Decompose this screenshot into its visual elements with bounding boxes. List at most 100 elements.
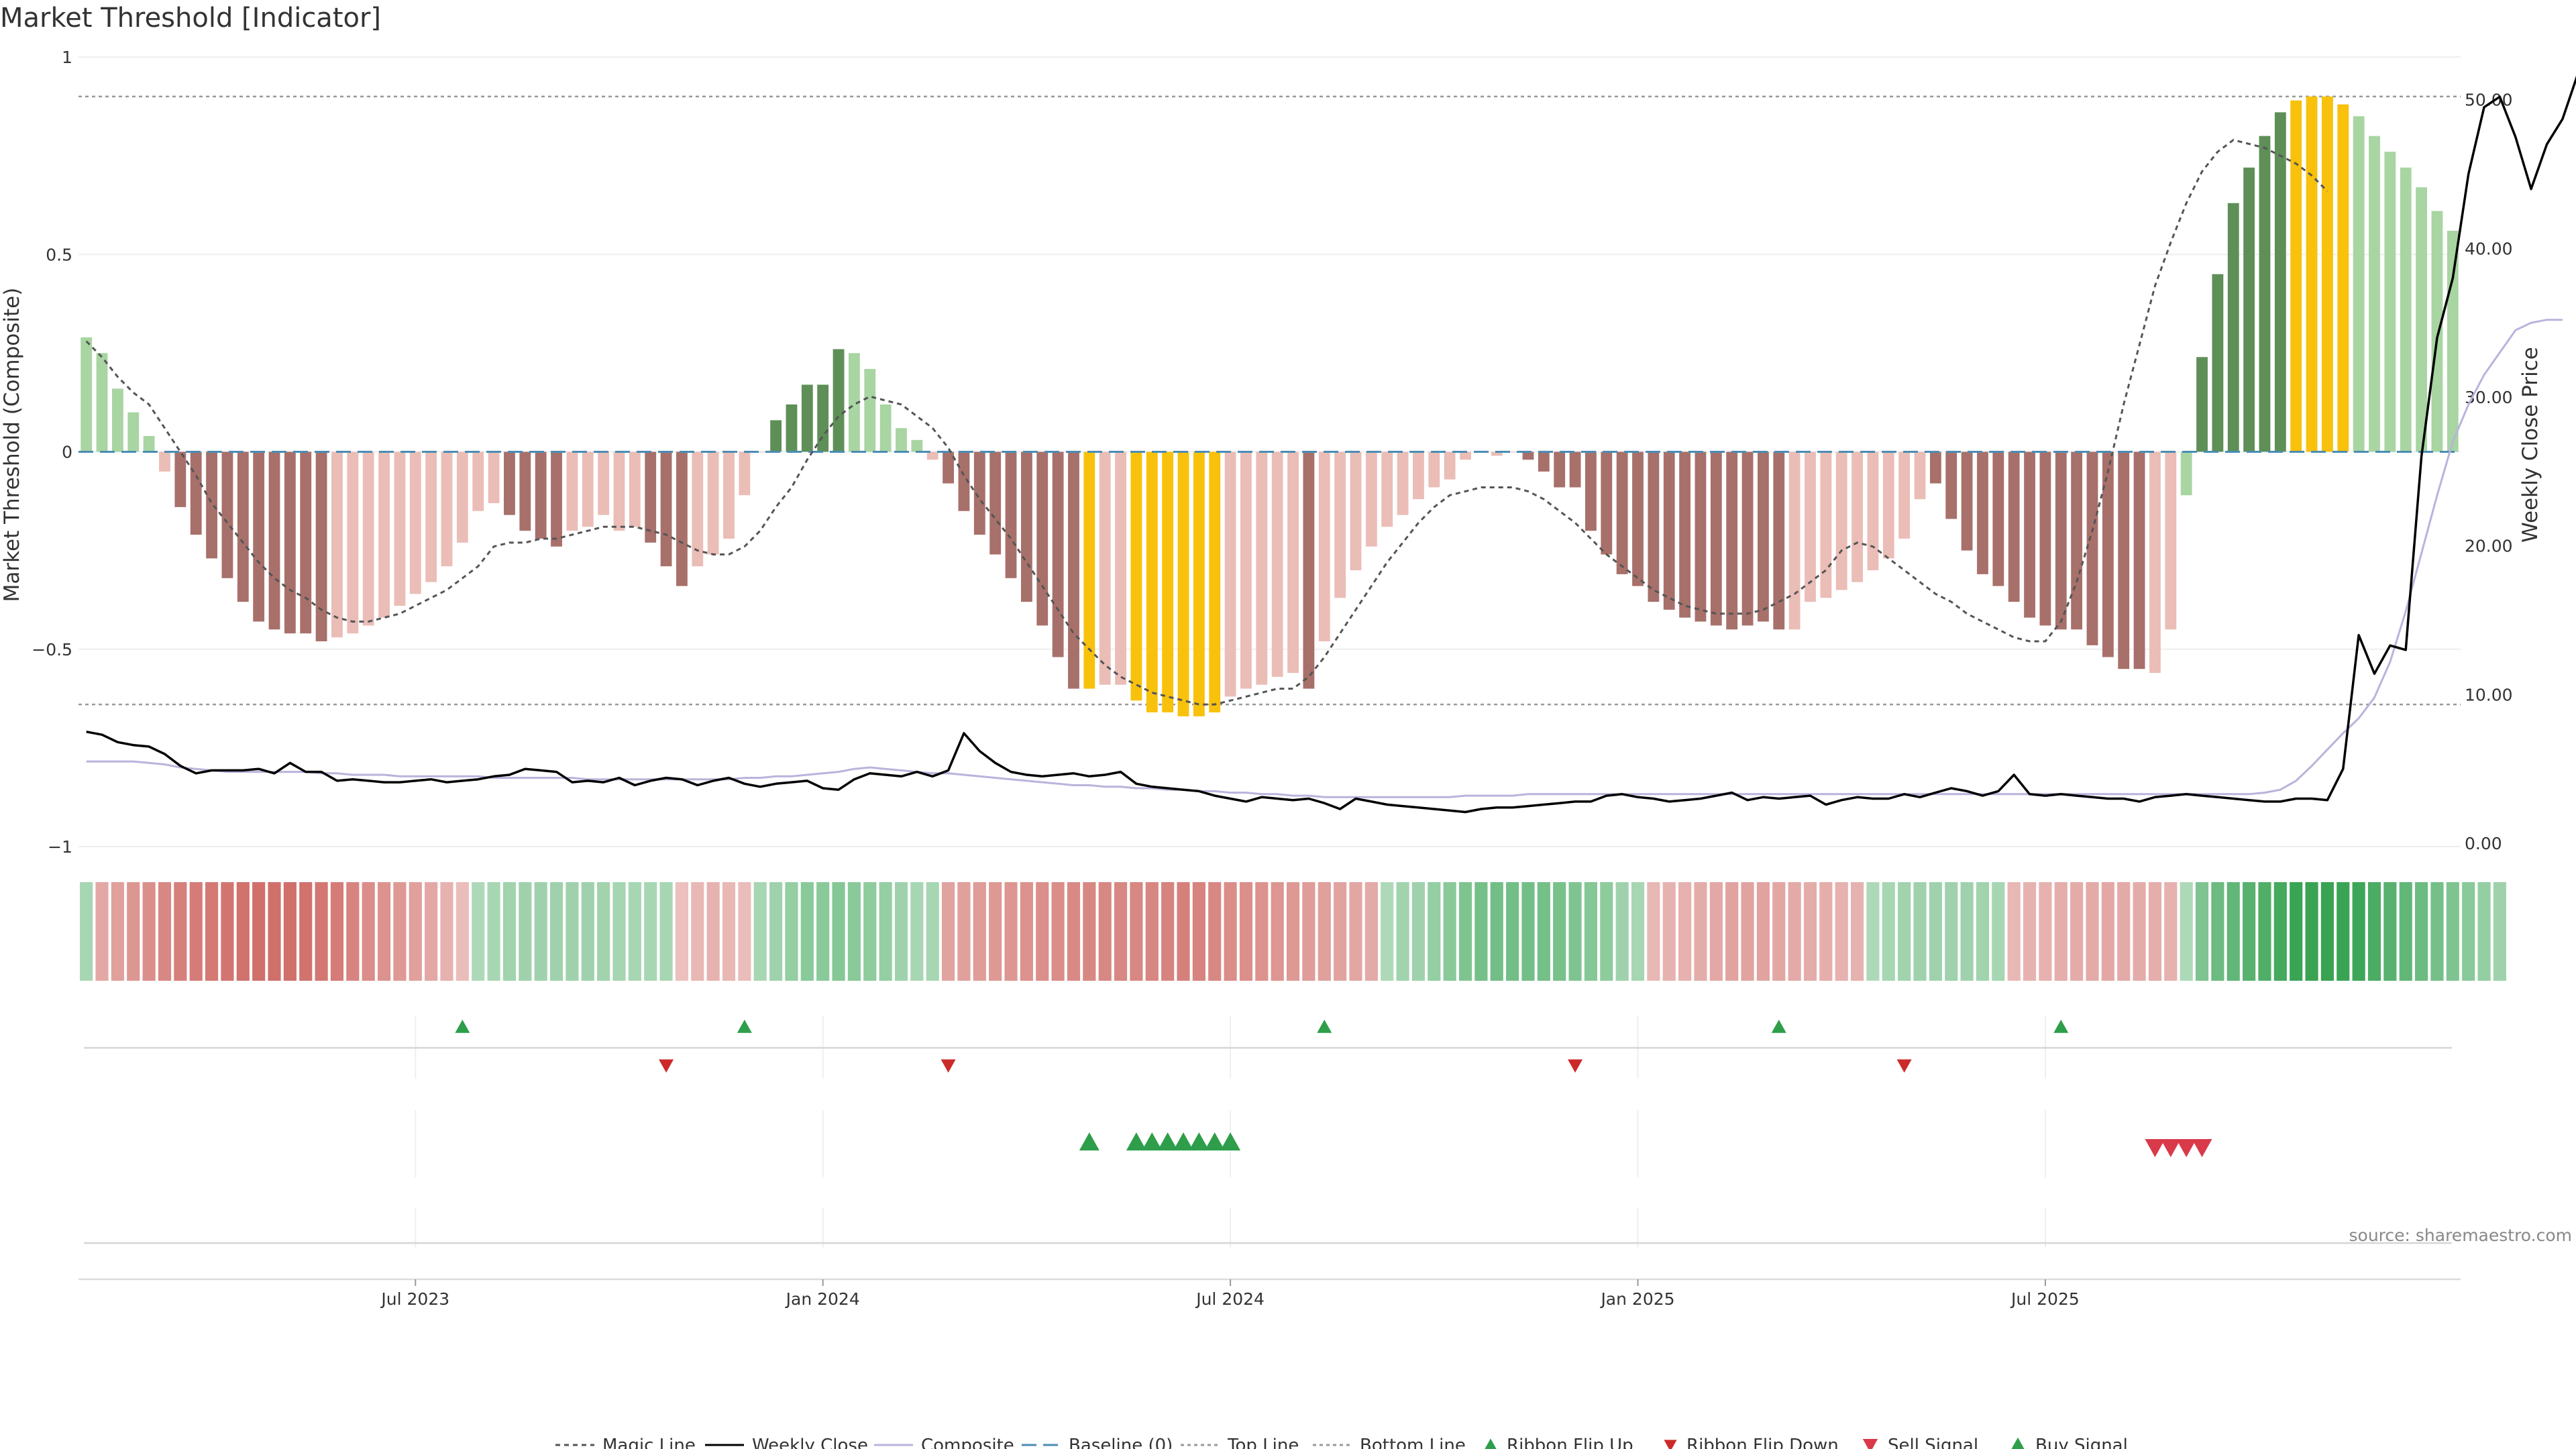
composite-bar <box>1741 451 1754 626</box>
composite-bar <box>1977 451 1988 574</box>
ribbon-cell <box>189 882 203 981</box>
composite-bar <box>504 451 515 515</box>
composite-bar <box>582 451 594 527</box>
legend-label: Weekly Close <box>752 1436 868 1449</box>
composite-bar <box>754 451 766 453</box>
ribbon-cell <box>502 882 517 981</box>
ribbon-cell <box>2164 882 2178 981</box>
composite-bar <box>598 451 610 515</box>
y-tick-label: −1 <box>48 837 72 857</box>
ribbon-cell <box>1709 882 1723 981</box>
ribbon-cell <box>1662 882 1676 981</box>
composite-bar <box>1945 451 1957 519</box>
composite-bar <box>2384 152 2396 452</box>
composite-bar <box>2416 187 2428 452</box>
composite-bar <box>409 451 421 594</box>
composite-bar <box>1271 451 1283 677</box>
ribbon-cell <box>1678 882 1692 981</box>
composite-bar <box>1444 451 1456 480</box>
ribbon-cell <box>1490 882 1503 981</box>
legend-swatch-marker <box>1485 1438 1497 1449</box>
ribbon-cell <box>722 882 736 981</box>
ribbon-cell <box>1381 882 1394 981</box>
ribbon-cell <box>1239 882 1253 981</box>
ribbon-cell <box>455 882 469 981</box>
ribbon-flip-down-marker <box>1568 1059 1583 1073</box>
composite-bar <box>1428 451 1440 488</box>
ribbon-cell <box>1177 882 1190 981</box>
sell-signal-marker <box>2192 1139 2212 1157</box>
ribbon-cell <box>1271 882 1284 981</box>
ribbon-cell <box>1349 882 1362 981</box>
legend-label: Sell Signal <box>1888 1436 1978 1449</box>
composite-bar <box>879 404 892 452</box>
ribbon-cell <box>1443 882 1456 981</box>
ribbon-cell <box>2148 882 2162 981</box>
ribbon-cell <box>1474 882 1488 981</box>
composite-bar <box>1616 451 1628 574</box>
ribbon-cell <box>142 882 156 981</box>
ribbon-cell <box>2430 882 2444 981</box>
ribbon-cell <box>2415 882 2428 981</box>
composite-bar <box>551 451 562 547</box>
ribbon-cell <box>1208 882 1222 981</box>
composite-bar <box>1648 451 1660 602</box>
ribbon-cell <box>926 882 939 981</box>
composite-bar <box>111 388 123 452</box>
composite-bar <box>315 451 327 641</box>
composite-bar <box>1365 451 1377 547</box>
composite-bar <box>1710 451 1722 626</box>
composite-bar <box>1491 451 1503 456</box>
ribbon-cell <box>706 882 720 981</box>
composite-bar <box>1773 451 1785 630</box>
composite-bar <box>629 451 641 527</box>
ribbon-cell <box>1819 882 1833 981</box>
ribbon-cell <box>675 882 689 981</box>
ribbon-cell <box>832 882 845 981</box>
composite-bar <box>237 451 249 602</box>
composite-bar <box>2180 451 2192 496</box>
composite-bar <box>676 451 688 586</box>
composite-bar <box>80 337 93 452</box>
ribbon-cell <box>1537 882 1550 981</box>
composite-bar <box>284 451 296 634</box>
composite-bar <box>692 451 704 567</box>
ribbon-cell <box>2054 882 2068 981</box>
composite-bar <box>1130 451 1142 701</box>
ribbon-cell <box>221 882 234 981</box>
ribbon-cell <box>1020 882 1033 981</box>
composite-bar <box>786 404 798 452</box>
composite-bar <box>1820 451 1832 598</box>
composite-bar <box>1898 451 1911 539</box>
composite-bar <box>1287 451 1299 674</box>
ribbon-flip-up-marker <box>737 1020 752 1033</box>
legend-label: Top Line <box>1227 1436 1299 1449</box>
legend-label: Ribbon Flip Up <box>1507 1436 1633 1449</box>
ribbon-cell <box>1067 882 1081 981</box>
ribbon-cell <box>1960 882 1974 981</box>
ribbon-cell <box>1850 882 1864 981</box>
ribbon-cell <box>769 882 783 981</box>
composite-bar <box>488 451 500 504</box>
ribbon-cell <box>2399 882 2412 981</box>
ribbon-cell <box>1428 882 1441 981</box>
composite-bar <box>2008 451 2020 602</box>
composite-bar <box>1929 451 1941 484</box>
composite-bar <box>1851 451 1863 582</box>
x-tick-label: Jul 2024 <box>1195 1289 1265 1309</box>
ribbon-cell <box>2211 882 2224 981</box>
y2-tick-label: 40.00 <box>2465 239 2513 258</box>
ribbon-cell <box>519 882 532 981</box>
ribbon-cell <box>1976 882 1990 981</box>
composite-bar <box>1099 451 1111 685</box>
composite-bar <box>535 451 547 539</box>
composite-bar <box>739 451 751 496</box>
composite-bar <box>1695 451 1707 622</box>
chart-title: Market Threshold [Indicator] <box>0 3 381 34</box>
composite-bar <box>1036 451 1049 626</box>
composite-bar <box>2086 451 2098 645</box>
composite-bar <box>1115 451 1126 685</box>
ribbon-cell <box>1286 882 1300 981</box>
composite-bar <box>1663 451 1675 610</box>
composite-bar <box>613 451 625 531</box>
